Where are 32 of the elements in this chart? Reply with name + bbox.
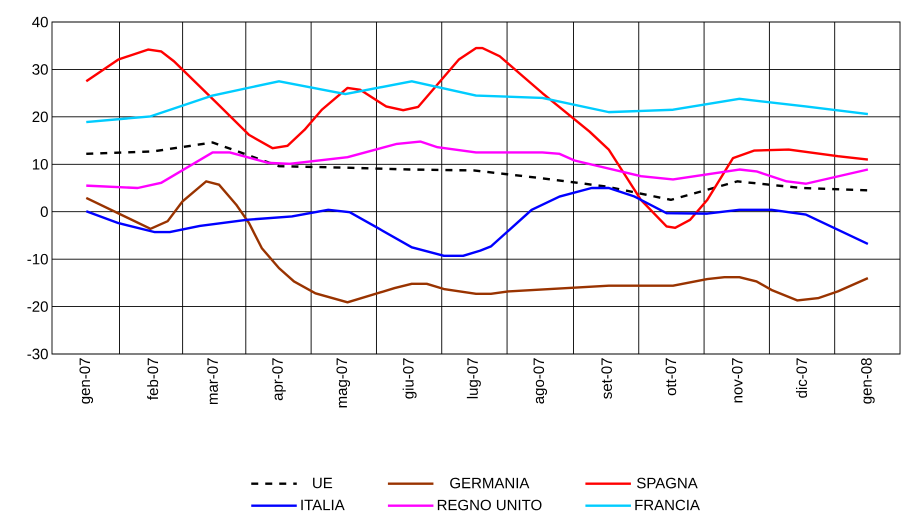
x-tick-label: nov-07 [732, 358, 743, 402]
legend-label: SPAGNA [637, 478, 698, 488]
legend-label: GERMANIA [450, 478, 530, 488]
line-series [85, 80, 870, 124]
line-series [85, 186, 870, 258]
x-tick-label: lug-07 [466, 358, 481, 398]
y-tick-label: -30 [27, 348, 48, 360]
y-tick-label: 0 [40, 206, 48, 218]
line-series [85, 180, 870, 304]
y-tick-label: 20 [32, 112, 48, 122]
x-tick-label: gen-08 [861, 358, 875, 404]
line-series [85, 140, 870, 190]
x-tick-label: dic-07 [796, 358, 808, 398]
legend-label: UE [313, 478, 332, 488]
y-tick-label: 30 [32, 64, 48, 75]
x-tick-label: ott-07 [666, 358, 676, 396]
y-tick-label: 10 [32, 158, 48, 170]
x-tick-label: feb-07 [147, 358, 158, 400]
legend-label: FRANCIA [635, 500, 700, 510]
x-tick-label: mar-07 [207, 358, 218, 404]
legend-label: REGNO UNITO [438, 500, 542, 510]
x-tick-label: giu-07 [402, 358, 417, 399]
x-tick-label: apr-07 [272, 358, 286, 400]
y-tick-label: 40 [32, 16, 48, 28]
x-tick-label: gen-07 [79, 358, 94, 404]
x-tick-label: ago-07 [533, 358, 548, 404]
line-series [85, 46, 870, 230]
y-tick-label: -10 [27, 254, 48, 264]
y-tick-label: -20 [27, 301, 48, 312]
x-tick-label: mag-07 [336, 358, 350, 408]
legend-label: ITALIA [301, 500, 345, 510]
x-tick-label: set-07 [601, 358, 612, 399]
